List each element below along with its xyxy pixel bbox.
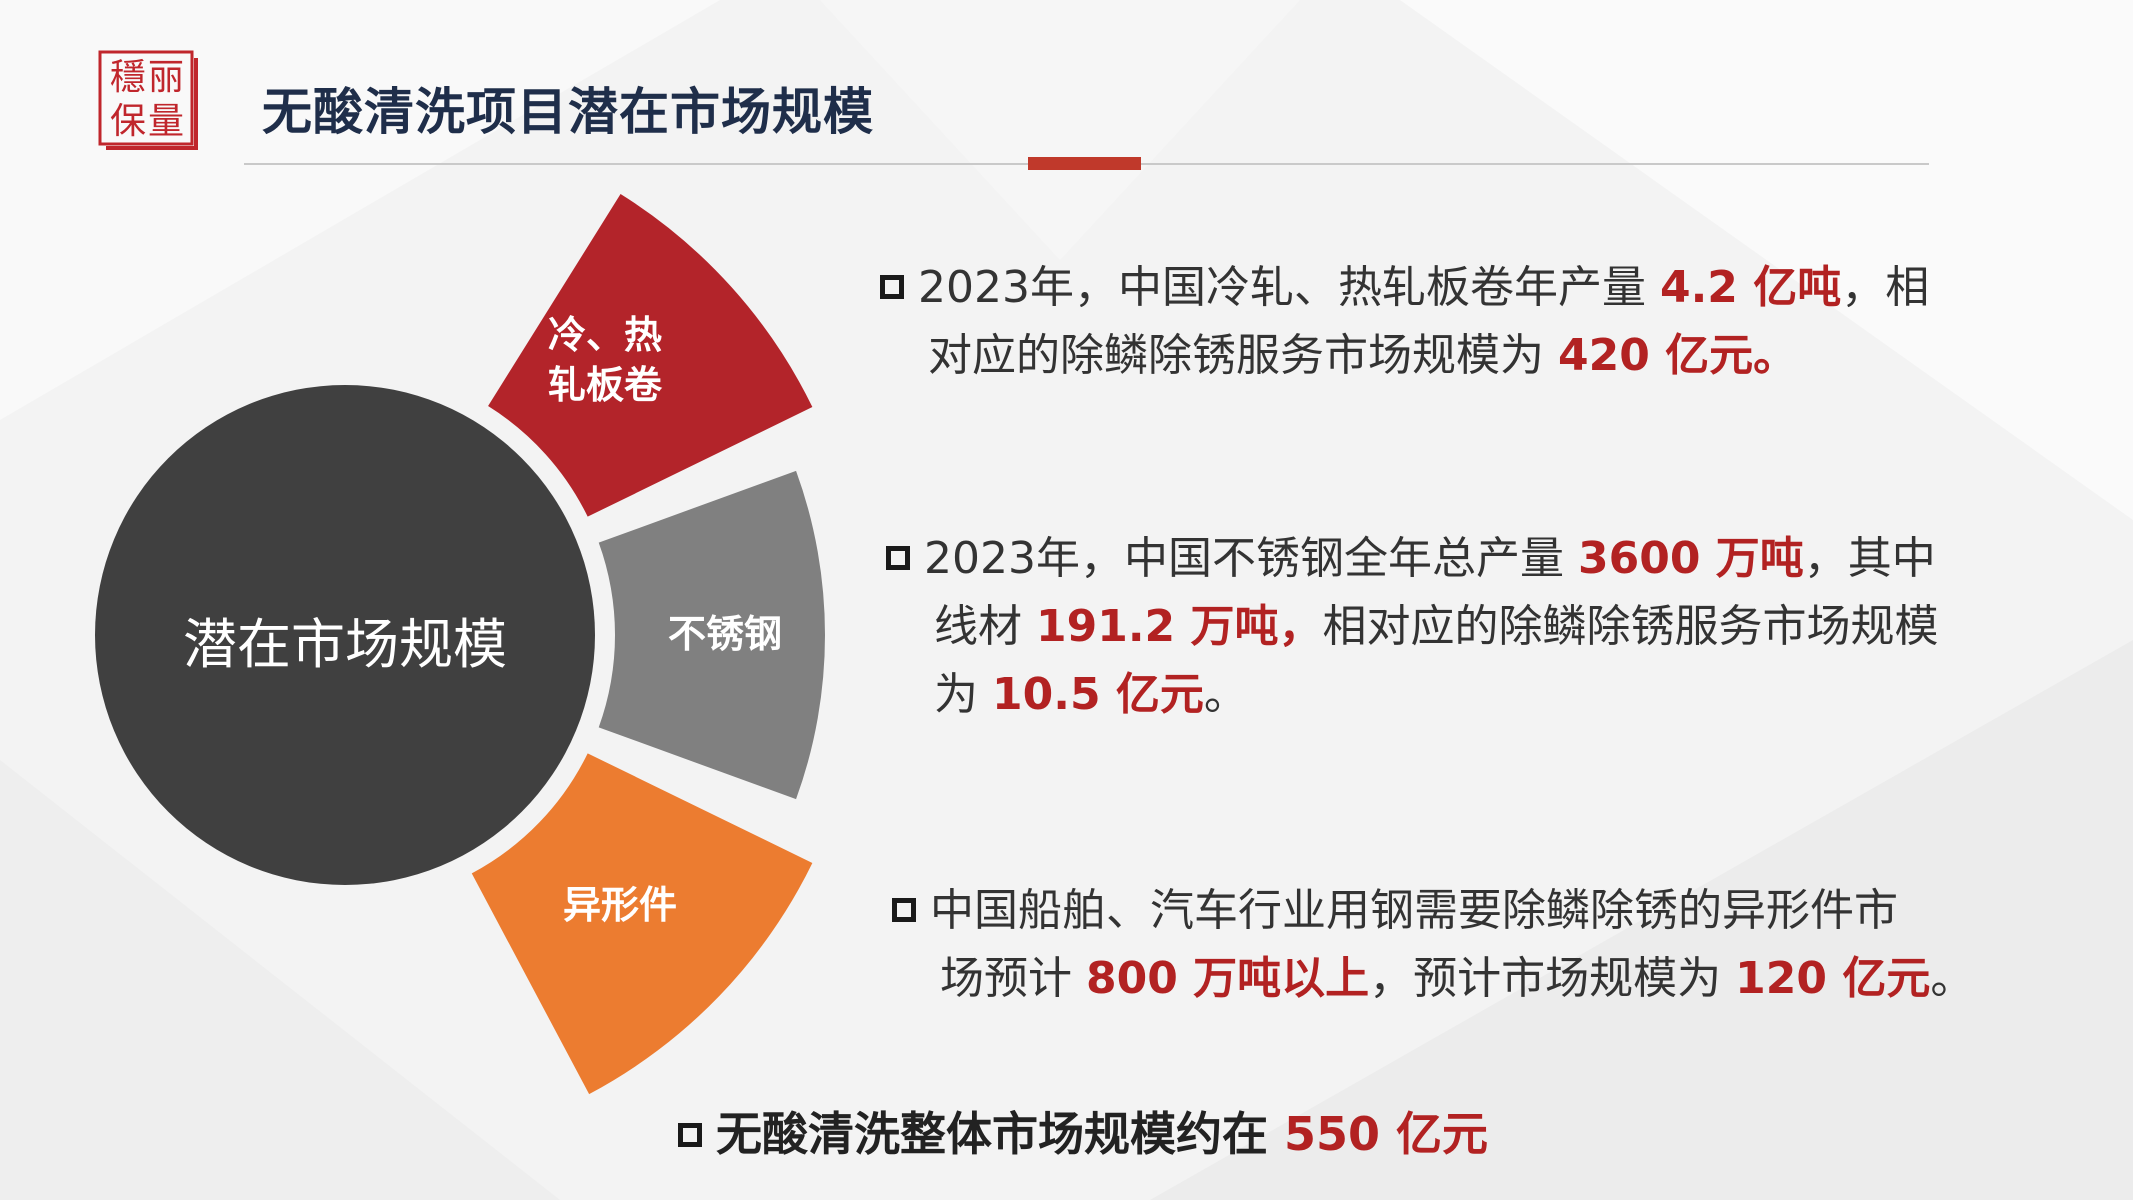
page-title: 无酸清洗项目潜在市场规模: [262, 83, 874, 141]
bullet-line: 2023年，中国不锈钢全年总产量 3600 万吨，其中: [886, 525, 1939, 593]
bullet-text: 为: [934, 669, 992, 720]
wheel-segment-cold-hot-rolled: [488, 194, 813, 517]
bullet-text: 。: [1203, 669, 1248, 720]
bullet-text: 线材: [934, 601, 1036, 652]
logo-char: 保: [109, 101, 148, 142]
bullet-rolled: 2023年，中国冷轧、热轧板卷年产量 4.2 亿吨，相 对应的除鳞除锈服务市场规…: [880, 254, 1929, 390]
title-divider-accent: [1028, 157, 1141, 170]
bullet-shaped: 中国船舶、汽车行业用钢需要除鳞除锈的异形件市 场预计 800 万吨以上，预计市场…: [892, 877, 1974, 1013]
summary-text: 无酸清洗整体市场规模约在: [716, 1107, 1285, 1161]
segment-label-shaped: 异形件: [562, 883, 677, 927]
bullet-text: 中国船舶、汽车行业用钢需要除鳞除锈的异形件市: [930, 885, 1898, 936]
segment-label-line: 轧板卷: [547, 363, 662, 407]
bullet-text: 相对应的除鳞除锈服务市场规模: [1322, 601, 1939, 652]
segment-label-stainless: 不锈钢: [667, 612, 782, 656]
logo-char: 丽: [148, 57, 187, 98]
highlight-value: 120 亿元: [1735, 953, 1931, 1004]
bullet-text: ，其中: [1803, 533, 1936, 584]
bullet-line: 2023年，中国冷轧、热轧板卷年产量 4.2 亿吨，相: [880, 254, 1929, 322]
bullet-line: 对应的除鳞除锈服务市场规模为 420 亿元。: [880, 322, 1929, 390]
logo-char: 穩: [109, 57, 148, 98]
segment-label-rolled: 冷、热 轧板卷: [520, 310, 690, 410]
bullet-text: 。: [1930, 953, 1975, 1004]
bullet-text: ，预计市场规模为: [1369, 953, 1736, 1004]
checkbox-square-icon: [880, 275, 904, 299]
logo-char: 量: [148, 101, 187, 142]
highlight-value: 10.5 亿元: [992, 669, 1204, 720]
wheel-center-circle: [95, 385, 595, 885]
bullet-line: 为 10.5 亿元。: [886, 661, 1939, 729]
highlight-value: 191.2 万吨，: [1036, 601, 1323, 652]
checkbox-square-icon: [678, 1122, 702, 1147]
summary-value: 550 亿元: [1284, 1107, 1489, 1161]
bullet-text: 场预计: [940, 953, 1086, 1004]
bullet-line: 线材 191.2 万吨，相对应的除鳞除锈服务市场规模: [886, 593, 1939, 661]
bullet-text: 对应的除鳞除锈服务市场规模为: [928, 330, 1558, 381]
bullet-line: 中国船舶、汽车行业用钢需要除鳞除锈的异形件市: [892, 877, 1974, 945]
checkbox-square-icon: [886, 546, 910, 570]
highlight-value: 4.2 亿吨: [1659, 262, 1842, 313]
highlight-value: 3600 万吨: [1577, 533, 1804, 584]
bullet-stainless: 2023年，中国不锈钢全年总产量 3600 万吨，其中 线材 191.2 万吨，…: [886, 525, 1939, 729]
highlight-value: 800 万吨以上: [1086, 953, 1370, 1004]
bullet-text: ，相: [1841, 262, 1930, 313]
summary-line: 无酸清洗整体市场规模约在 550 亿元: [678, 1098, 1488, 1164]
bullet-text: 2023年，中国冷轧、热轧板卷年产量: [918, 262, 1660, 313]
bullet-text: 2023年，中国不锈钢全年总产量: [924, 533, 1578, 584]
highlight-value: 420 亿元。: [1558, 330, 1798, 381]
wheel-segment-stainless: [598, 470, 825, 800]
logo-seal: 穩 丽 保 量: [98, 50, 198, 150]
wheel-segment-shaped-parts: [471, 753, 813, 1095]
checkbox-square-icon: [892, 898, 916, 922]
bullet-line: 场预计 800 万吨以上，预计市场规模为 120 亿元。: [892, 945, 1974, 1013]
segment-label-line: 冷、热: [547, 313, 662, 357]
wheel-center-label: 潜在市场规模: [183, 613, 507, 676]
